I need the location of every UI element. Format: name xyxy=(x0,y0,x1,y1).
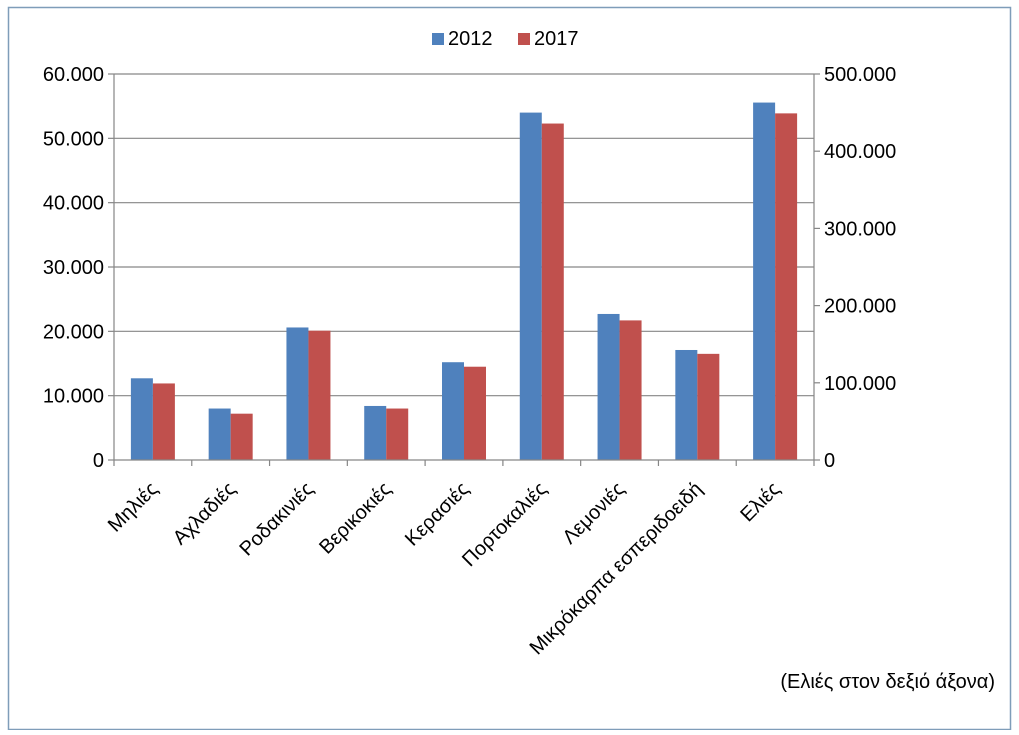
bar-2017-3 xyxy=(386,408,409,460)
bar-2012-4 xyxy=(442,362,464,460)
bar-2017-0 xyxy=(152,383,175,460)
right-axis-tick-label: 200.000 xyxy=(824,296,896,318)
bar-2017-4 xyxy=(464,366,486,460)
legend-label-2012: 2012 xyxy=(448,28,493,50)
right-axis-tick-label: 400.000 xyxy=(824,141,896,163)
left-axis-tick-label: 10.000 xyxy=(43,386,104,408)
bar-2017-8 xyxy=(775,113,798,460)
right-axis-tick-label: 300.000 xyxy=(824,218,896,240)
right-axis-tick-label: 100.000 xyxy=(824,373,896,395)
left-axis-tick-label: 60.000 xyxy=(43,64,104,86)
bar-2017-1 xyxy=(230,413,253,460)
bar-2012-1 xyxy=(208,408,231,460)
bar-2017-6 xyxy=(619,320,642,460)
legend-swatch-2017 xyxy=(518,33,530,45)
right-axis-tick-label: 0 xyxy=(824,450,835,472)
bar-2017-7 xyxy=(697,353,720,460)
left-axis-tick-label: 50.000 xyxy=(43,128,104,150)
bar-2012-7 xyxy=(675,349,698,460)
chart-border xyxy=(7,6,1012,731)
bar-2012-3 xyxy=(364,405,387,460)
bars-layer xyxy=(130,102,798,461)
legend: 2012 2017 xyxy=(432,28,579,50)
left-axis-tick-label: 40.000 xyxy=(43,193,104,215)
bar-2012-5 xyxy=(519,112,542,460)
left-axis-tick-label: 0 xyxy=(93,450,104,472)
bar-2012-2 xyxy=(286,327,309,460)
left-axis-tick-label: 20.000 xyxy=(43,321,104,343)
legend-swatch-2012 xyxy=(432,33,444,45)
right-axis-tick-label: 500.000 xyxy=(824,64,896,86)
bar-2017-2 xyxy=(308,330,331,460)
left-axis-tick-label: 30.000 xyxy=(43,257,104,279)
bar-2012-6 xyxy=(597,313,620,460)
bar-2012-8 xyxy=(753,102,776,461)
legend-label-2017: 2017 xyxy=(534,28,579,50)
axes-layer xyxy=(108,73,820,466)
right-axis-annotation: (Ελιές στον δεξιό άξονα) xyxy=(780,671,995,693)
bar-2012-0 xyxy=(130,378,153,460)
bar-2017-5 xyxy=(541,123,564,460)
